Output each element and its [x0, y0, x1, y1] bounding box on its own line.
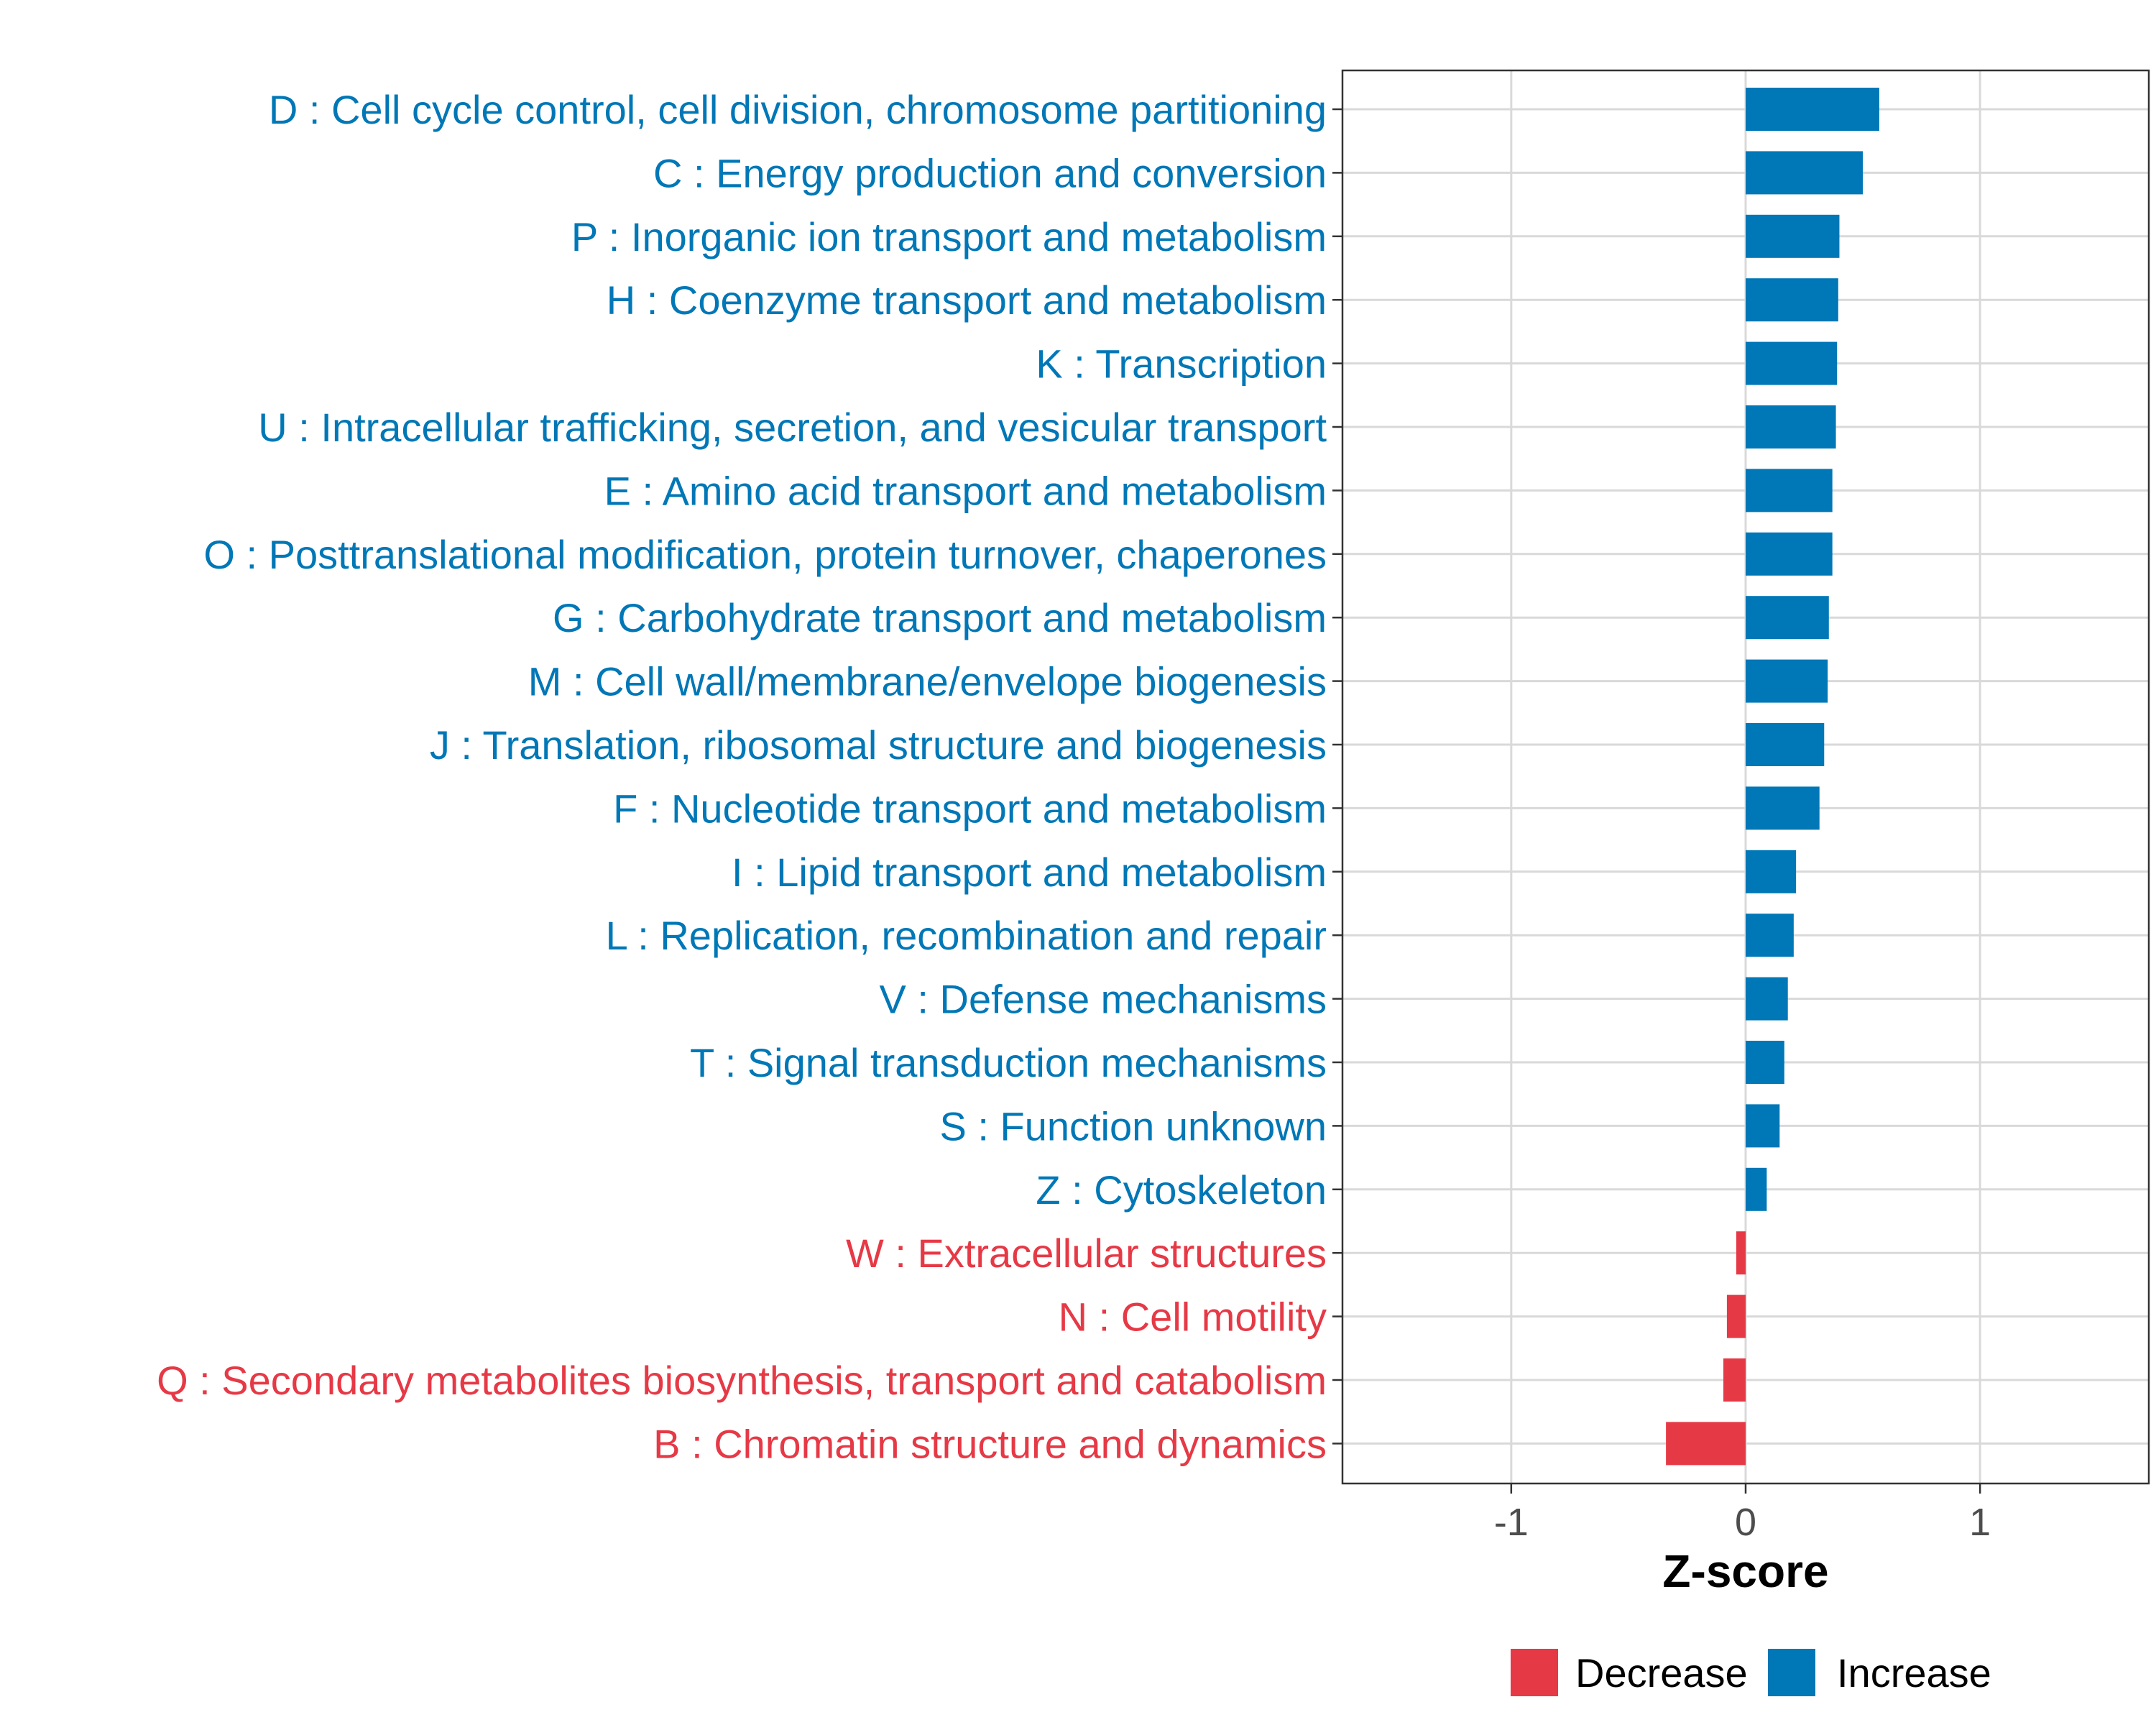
category-label: G : Carbohydrate transport and metabolis…	[553, 595, 1327, 640]
category-label: H : Coenzyme transport and metabolism	[607, 277, 1327, 323]
category-label: L : Replication, recombination and repai…	[606, 913, 1327, 958]
x-axis-ticks: -1 0 1	[1494, 1484, 1991, 1544]
legend-key-decrease	[1511, 1649, 1558, 1696]
bar-increase	[1746, 214, 1840, 258]
x-tick-label: 1	[1969, 1501, 1991, 1544]
bar-increase	[1746, 1167, 1767, 1211]
category-label: J : Translation, ribosomal structure and…	[430, 722, 1327, 768]
category-label: M : Cell wall/membrane/envelope biogenes…	[528, 659, 1327, 704]
bar-increase	[1746, 405, 1836, 448]
bar-increase	[1746, 659, 1828, 703]
bar-decrease	[1726, 1294, 1746, 1338]
category-label: U : Intracellular trafficking, secretion…	[258, 405, 1327, 450]
category-label: I : Lipid transport and metabolism	[732, 850, 1327, 895]
category-label: K : Transcription	[1036, 341, 1327, 387]
bar-increase	[1746, 596, 1829, 640]
category-label: O : Posttranslational modification, prot…	[203, 532, 1327, 577]
bar-decrease	[1736, 1231, 1746, 1275]
category-label: S : Function unknown	[939, 1103, 1327, 1149]
category-label: B : Chromatin structure and dynamics	[653, 1421, 1327, 1466]
bar-increase	[1746, 88, 1879, 131]
category-label: F : Nucleotide transport and metabolism	[613, 786, 1327, 831]
category-label: E : Amino acid transport and metabolism	[604, 468, 1327, 513]
category-label: Q : Secondary metabolites biosynthesis, …	[157, 1358, 1327, 1403]
legend: Decrease Increase	[1511, 1649, 1991, 1696]
bar-increase	[1746, 1104, 1780, 1148]
category-label: N : Cell motility	[1059, 1294, 1327, 1340]
bar-increase	[1746, 1041, 1784, 1084]
bar-increase	[1746, 151, 1864, 195]
legend-label-increase: Increase	[1837, 1650, 1991, 1696]
bar-increase	[1746, 786, 1820, 830]
legend-label-decrease: Decrease	[1575, 1650, 1748, 1696]
bar-increase	[1746, 977, 1788, 1021]
category-label: T : Signal transduction mechanisms	[690, 1040, 1327, 1085]
bar-increase	[1746, 469, 1833, 512]
bar-increase	[1746, 914, 1794, 957]
category-label: D : Cell cycle control, cell division, c…	[269, 87, 1327, 132]
x-tick-label: 0	[1735, 1501, 1756, 1544]
bar-decrease	[1723, 1358, 1746, 1402]
bars	[1666, 88, 1879, 1466]
category-label: P : Inorganic ion transport and metaboli…	[571, 214, 1327, 259]
category-label: W : Extracellular structures	[846, 1230, 1327, 1276]
legend-key-increase	[1768, 1649, 1815, 1696]
x-tick-label: -1	[1494, 1501, 1529, 1544]
x-axis-title: Z-score	[1662, 1545, 1828, 1597]
category-label: C : Energy production and conversion	[653, 150, 1327, 196]
bar-increase	[1746, 341, 1838, 385]
bar-increase	[1746, 278, 1838, 322]
bar-decrease	[1666, 1422, 1746, 1466]
bar-increase	[1746, 532, 1833, 576]
bar-increase	[1746, 850, 1797, 893]
y-axis-ticks: D : Cell cycle control, cell division, c…	[157, 87, 1342, 1466]
bar-increase	[1746, 723, 1825, 766]
category-label: V : Defense mechanisms	[880, 977, 1327, 1022]
category-label: Z : Cytoskeleton	[1036, 1167, 1327, 1213]
